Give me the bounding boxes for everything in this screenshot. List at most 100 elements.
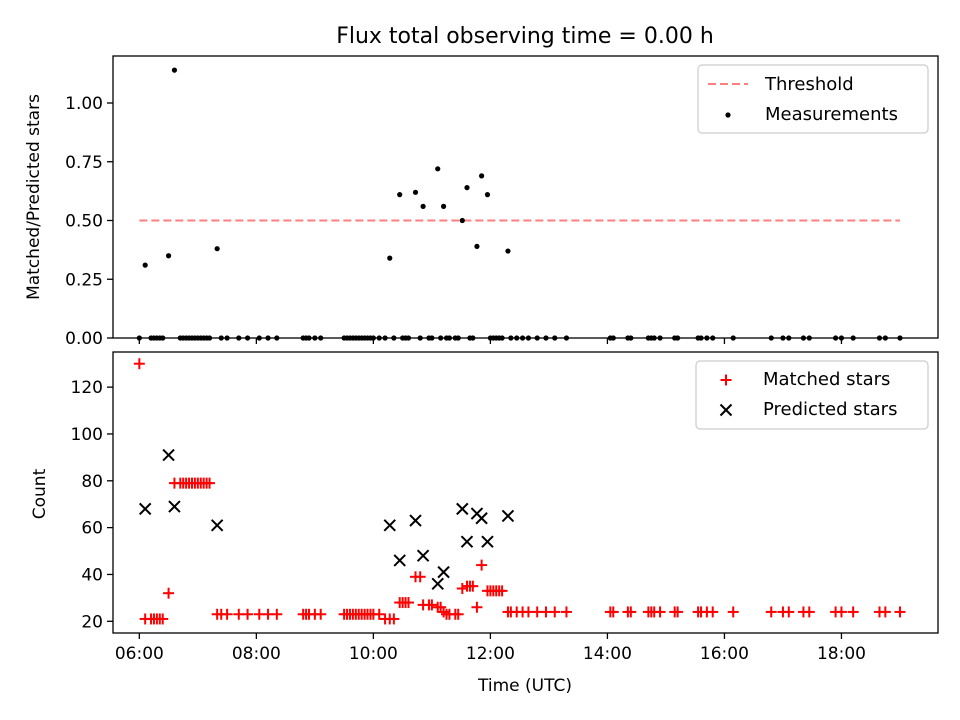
measurement-point xyxy=(214,246,220,252)
measurement-point xyxy=(479,173,485,179)
predicted-star-point-b xyxy=(393,554,406,567)
matched-star-point xyxy=(163,587,175,599)
count-y-tick-label: 20 xyxy=(81,612,103,632)
predicted-star-point-b xyxy=(481,535,494,548)
measurement-point xyxy=(142,262,148,268)
predicted-star-point-b xyxy=(138,502,152,516)
ratio-y-axis: 0.00 0.25 0.50 0.75 1.00 xyxy=(65,94,113,349)
measurement-point xyxy=(165,253,172,259)
count-x-tick-label: 08:00 xyxy=(232,644,281,664)
count-x-tick-label: 06:00 xyxy=(115,644,164,664)
predicted-star-point xyxy=(168,500,181,513)
predicted-star-point xyxy=(475,512,488,525)
predicted-star-point-b xyxy=(210,519,224,532)
predicted-star-point xyxy=(409,514,422,527)
legend-threshold-label: Threshold xyxy=(764,74,854,95)
measurement-point xyxy=(440,203,447,209)
matched-star-point xyxy=(707,606,719,618)
count-legend: Matched stars Predicted stars xyxy=(695,360,929,430)
ratio-panel: 0.00 0.25 0.50 0.75 1.00 Matched/Predicted s… xyxy=(24,55,939,349)
predicted-star-point xyxy=(162,448,175,462)
predicted-star-point xyxy=(437,565,450,579)
count-plot-frame xyxy=(112,351,939,634)
predicted-star-point xyxy=(460,535,474,548)
ratio-y-tick-label: 1.00 xyxy=(65,94,103,114)
matched-star-point xyxy=(467,580,479,592)
predicted-star-point-b xyxy=(437,565,450,579)
predicted-star-point-b xyxy=(456,502,469,516)
count-y-tick-label: 120 xyxy=(71,378,103,398)
matched-star-point xyxy=(727,606,739,618)
matched-star-point xyxy=(765,606,777,618)
measurement-point xyxy=(171,67,178,73)
legend-measurement-label: Measurements xyxy=(765,104,898,125)
count-legend-box xyxy=(695,360,929,430)
count-y-label: Count xyxy=(30,468,50,519)
matched-star-point xyxy=(894,606,906,618)
count-x-axis: 06:00 08:00 10:00 12:00 14:00 16:00 18:00 xyxy=(115,633,866,664)
matched-star-point xyxy=(476,559,488,571)
predicted-star-point xyxy=(393,554,406,567)
predicted-star-point xyxy=(416,549,430,562)
matched-star-point xyxy=(549,606,561,618)
chart-title: Flux total observing time = 0.00 h xyxy=(336,24,714,49)
predicted-star-point xyxy=(138,502,152,516)
matched-star-point xyxy=(133,358,145,370)
predicted-star-point-b xyxy=(168,500,181,513)
measurement-point xyxy=(397,192,403,198)
count-y-tick-label: 40 xyxy=(81,565,103,585)
matched-star-point xyxy=(803,606,815,618)
predicted-star-point-b xyxy=(409,514,422,527)
ratio-y-tick-label: 0.25 xyxy=(65,270,103,290)
legend-predicted-label: Predicted stars xyxy=(763,399,897,420)
matched-star-point xyxy=(847,606,859,618)
matched-star-point xyxy=(835,606,847,618)
matched-star-point xyxy=(414,571,426,583)
matched-star-point xyxy=(402,597,414,609)
matched-star-point xyxy=(388,613,400,625)
count-x-label: Time (UTC) xyxy=(477,676,572,696)
matched-star-point xyxy=(204,477,216,489)
matched-star-point xyxy=(471,601,483,613)
count-x-tick-label: 18:00 xyxy=(817,644,866,664)
measurement-point xyxy=(505,248,511,254)
matched-star-point xyxy=(373,608,385,620)
ratio-legend-box xyxy=(697,64,929,134)
measurement-point xyxy=(387,255,393,261)
legend-predicted-swatch xyxy=(719,403,733,417)
matched-star-point xyxy=(496,585,508,597)
measurement-point xyxy=(459,217,465,224)
count-y-axis: 20 40 60 80 100 120 xyxy=(71,378,113,632)
count-y-tick-label: 80 xyxy=(81,472,103,492)
predicted-star-point-b xyxy=(501,509,515,523)
legend-matched-swatch xyxy=(720,374,732,386)
matched-star-point xyxy=(625,606,637,618)
measurement-point xyxy=(435,166,441,172)
predicted-star-point xyxy=(481,535,494,548)
count-x-tick-label: 10:00 xyxy=(349,644,398,664)
measurement-point xyxy=(420,203,426,209)
count-y-tick-label: 60 xyxy=(81,519,103,539)
matched-star-point xyxy=(221,608,233,620)
ratio-y-label: Matched/Predicted stars xyxy=(24,94,44,300)
legend-measurement-swatch xyxy=(725,112,731,118)
predicted-star-point xyxy=(210,519,224,532)
measurement-point xyxy=(464,185,470,191)
ratio-y-tick-label: 0.75 xyxy=(65,153,103,173)
predicted-star-point-b xyxy=(162,448,175,462)
legend-matched-label: Matched stars xyxy=(763,369,890,390)
ratio-y-tick-label: 0.50 xyxy=(65,212,103,232)
predicted-star-point xyxy=(383,519,396,532)
matched-star-point xyxy=(271,608,283,620)
matched-star-point xyxy=(315,608,327,620)
count-x-tick-label: 16:00 xyxy=(700,644,749,664)
predicted-star-point xyxy=(431,577,444,591)
matched-star-point xyxy=(456,583,468,595)
matched-star-point xyxy=(783,606,795,618)
matched-star-point xyxy=(672,606,684,618)
legend-matched-marker xyxy=(720,374,732,386)
matched-star-point xyxy=(879,606,891,618)
count-panel: 20 40 60 80 100 120 06:00 08:00 10:00 12:00 14:00… xyxy=(30,351,939,696)
matched-star-point xyxy=(242,608,254,620)
